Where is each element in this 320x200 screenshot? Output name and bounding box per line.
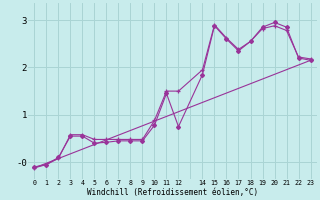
X-axis label: Windchill (Refroidissement éolien,°C): Windchill (Refroidissement éolien,°C)	[87, 188, 258, 197]
